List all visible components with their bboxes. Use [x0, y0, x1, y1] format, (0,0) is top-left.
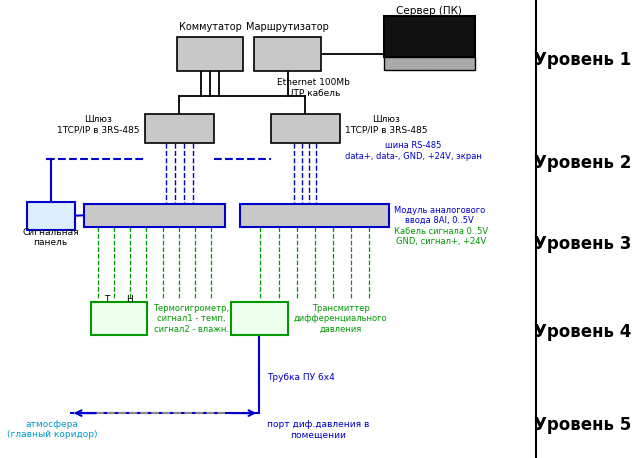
Text: Трансмиттер
дифференциального
давления: Трансмиттер дифференциального давления	[294, 304, 387, 334]
Text: Трубка ПУ 6x4: Трубка ПУ 6x4	[267, 373, 335, 382]
Text: Шлюз
1TCP/IP в 3RS-485: Шлюз 1TCP/IP в 3RS-485	[57, 115, 140, 135]
Text: шина RS-485
data+, data-, GND, +24V, экран: шина RS-485 data+, data-, GND, +24V, экр…	[345, 142, 481, 161]
Text: Шлюз
1TCP/IP в 3RS-485: Шлюз 1TCP/IP в 3RS-485	[345, 115, 428, 135]
Text: Модуль аналогового
ввода 8AI, 0..5V: Модуль аналогового ввода 8AI, 0..5V	[394, 206, 485, 225]
Text: Уровень 2: Уровень 2	[535, 153, 632, 172]
Text: Коммутатор: Коммутатор	[179, 22, 242, 32]
Text: Маршрутизатор: Маршрутизатор	[246, 22, 329, 32]
Bar	[383, 16, 475, 57]
Text: Уровень 4: Уровень 4	[535, 323, 632, 341]
Bar	[145, 114, 213, 143]
Text: T: T	[104, 295, 109, 304]
Text: H: H	[126, 295, 133, 304]
Bar	[85, 204, 225, 227]
Bar	[26, 202, 74, 230]
Text: атмосфера
(главный коридор): атмосфера (главный коридор)	[7, 420, 97, 439]
Text: Ethernet 100Mb
UTP кабель: Ethernet 100Mb UTP кабель	[277, 78, 350, 98]
Bar	[271, 114, 340, 143]
Bar	[383, 57, 475, 70]
Text: Термогигрометр,
сигнал1 - темп,
сигнал2 - влажн.: Термогигрометр, сигнал1 - темп, сигнал2 …	[153, 304, 229, 334]
Bar	[177, 37, 243, 71]
Text: Сигнальная
панель: Сигнальная панель	[22, 228, 79, 247]
Text: Кабель сигнала 0..5V
GND, сигнал+, +24V: Кабель сигнала 0..5V GND, сигнал+, +24V	[394, 227, 488, 246]
Bar	[240, 204, 389, 227]
Bar	[231, 302, 288, 335]
Text: Сервер (ПК): Сервер (ПК)	[396, 5, 462, 16]
Text: порт диф.давления в
помещении: порт диф.давления в помещении	[267, 420, 369, 439]
Bar	[90, 302, 147, 335]
Text: Уровень 3: Уровень 3	[535, 234, 632, 253]
Bar	[254, 37, 320, 71]
Text: Уровень 5: Уровень 5	[535, 416, 631, 434]
Text: Уровень 1: Уровень 1	[535, 50, 631, 69]
